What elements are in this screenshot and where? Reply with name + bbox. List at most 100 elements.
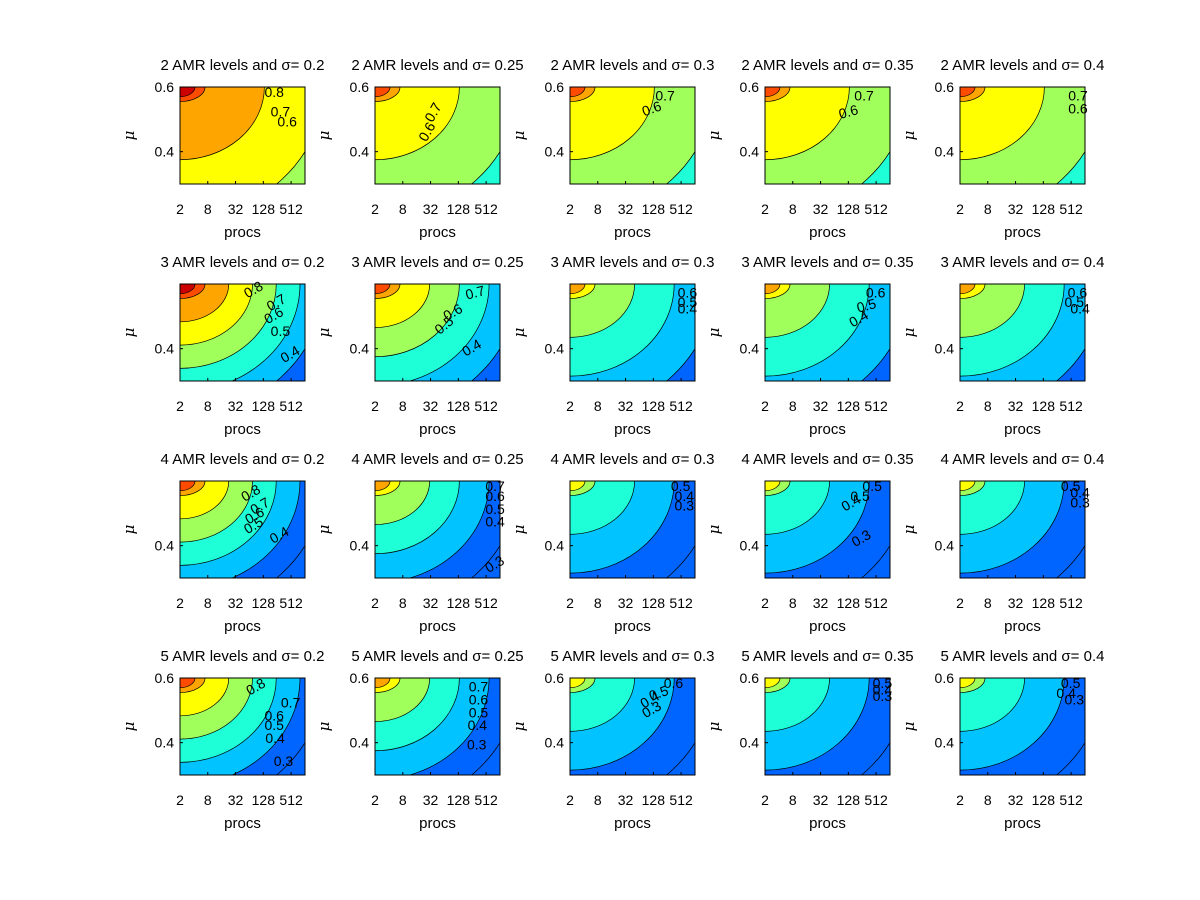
y-tick-label: 0.4 <box>350 144 370 160</box>
x-tick-label: 2 <box>566 398 574 414</box>
y-axis-label: μ <box>120 131 138 141</box>
contour-region <box>570 678 586 689</box>
contour-region <box>960 284 976 295</box>
panel-title: 2 AMR levels and σ= 0.25 <box>351 57 523 74</box>
x-axis-label: procs <box>1004 618 1041 635</box>
x-tick-label: 8 <box>594 792 602 808</box>
x-tick-label: 2 <box>761 792 769 808</box>
plot-frame <box>374 86 501 185</box>
contour-region <box>960 481 976 492</box>
y-tick-label: 0.4 <box>935 341 955 357</box>
contour-panel: 0.70.62 AMR levels and σ= 0.352 8 32 128 512… <box>705 57 914 241</box>
x-tick-label: 128 <box>642 201 666 217</box>
contour-region <box>375 87 460 161</box>
contour-panel: 0.70.62 AMR levels and σ= 0.42 8 32 128 5120… <box>900 57 1104 241</box>
x-tick-label: 128 <box>1032 201 1056 217</box>
x-axis-label: procs <box>224 618 261 635</box>
y-axis-label: μ <box>900 722 918 732</box>
contour-region <box>765 481 781 492</box>
y-tick-label: 0.4 <box>740 144 760 160</box>
x-tick-label: 512 <box>669 398 693 414</box>
contour-fills <box>375 678 500 775</box>
x-axis-label: procs <box>419 224 456 241</box>
panel-title: 3 AMR levels and σ= 0.35 <box>741 254 913 271</box>
contour-label: 0.5 <box>678 294 698 310</box>
contour-panel: 0.70.60.50.43 AMR levels and σ= 0.252 8 32… <box>315 254 524 438</box>
contour-region <box>570 284 586 295</box>
x-tick-label: 2 <box>371 201 379 217</box>
y-tick-label: 0.4 <box>545 144 565 160</box>
contour-fills <box>960 481 1085 578</box>
plot-frame <box>959 283 1086 382</box>
x-axis-label: procs <box>614 815 651 832</box>
contour-label: 0.4 <box>675 488 695 504</box>
y-axis-label: μ <box>705 722 723 732</box>
plot-frame <box>959 677 1086 776</box>
contour-region <box>180 87 265 161</box>
contour-label: 0.5 <box>1065 294 1085 310</box>
panel-title: 3 AMR levels and σ= 0.3 <box>551 254 715 271</box>
contour-fills <box>375 481 500 578</box>
y-tick-label: 0.4 <box>350 538 370 554</box>
contour-fills <box>765 87 890 184</box>
y-axis-label: μ <box>900 328 918 338</box>
x-tick-label: 32 <box>1008 201 1024 217</box>
x-axis-label: procs <box>419 815 456 832</box>
x-tick-label: 128 <box>447 201 471 217</box>
y-tick-label: 0.4 <box>935 538 955 554</box>
contour-label: 0.5 <box>647 682 671 704</box>
panel-title: 4 AMR levels and σ= 0.25 <box>351 451 523 468</box>
contour-label: 0.3 <box>274 753 294 769</box>
contour-panel: 0.60.5 0.4 3 AMR levels and σ= 0.35 2 8 32 128… <box>705 254 914 438</box>
contour-label: 0.3 <box>1070 494 1090 510</box>
contour-region <box>375 284 391 295</box>
x-tick-label: 8 <box>594 398 602 414</box>
x-axis-label: procs <box>614 224 651 241</box>
x-tick-label: 512 <box>279 595 303 611</box>
contour-label: 0.7 <box>1068 87 1088 103</box>
x-tick-label: 32 <box>228 201 244 217</box>
x-tick-label: 32 <box>1008 792 1024 808</box>
x-tick-label: 512 <box>1059 201 1083 217</box>
plot-frame <box>764 677 891 776</box>
contour-label: 0.5 <box>271 323 291 339</box>
x-tick-label: 8 <box>399 595 407 611</box>
contour-label: 0.7 <box>271 104 291 120</box>
contour-fills <box>960 678 1085 775</box>
contour-label: 0.4 <box>873 682 893 698</box>
contour-label: 0.6 <box>1068 284 1088 300</box>
x-tick-label: 8 <box>399 792 407 808</box>
contour-label: 0.4 <box>1070 485 1090 501</box>
x-tick-label: 2 <box>956 792 964 808</box>
x-tick-label: 32 <box>813 595 829 611</box>
panel-title: 4 AMR levels and σ= 0.35 <box>741 451 913 468</box>
y-tick-label: 0.4 <box>740 538 760 554</box>
plot-frame <box>764 283 891 382</box>
y-axis-label: μ <box>510 525 528 535</box>
x-axis-label: procs <box>1004 421 1041 438</box>
x-axis-label: procs <box>614 421 651 438</box>
x-tick-label: 2 <box>371 792 379 808</box>
x-tick-label: 32 <box>618 398 634 414</box>
y-tick-label: 0.4 <box>155 144 175 160</box>
x-tick-label: 32 <box>228 398 244 414</box>
contour-fills <box>180 481 305 578</box>
x-tick-label: 32 <box>813 398 829 414</box>
x-axis-label: procs <box>1004 815 1041 832</box>
y-axis-label: μ <box>510 131 528 141</box>
contour-fills <box>960 87 1085 184</box>
contour-label: 0.3 <box>1065 691 1085 707</box>
x-tick-label: 2 <box>761 201 769 217</box>
contour-region <box>960 87 1045 161</box>
x-axis-label: procs <box>224 421 261 438</box>
contour-panel: 0.60.50.43 AMR levels and σ= 0.32 8 32 128 5… <box>510 254 715 438</box>
x-tick-label: 32 <box>228 595 244 611</box>
x-tick-label: 128 <box>447 398 471 414</box>
contour-region <box>765 284 781 295</box>
x-tick-label: 32 <box>228 792 244 808</box>
y-tick-label: 0.4 <box>740 341 760 357</box>
x-tick-label: 32 <box>618 792 634 808</box>
y-tick-label: 0.4 <box>155 735 175 751</box>
x-tick-label: 32 <box>423 201 439 217</box>
